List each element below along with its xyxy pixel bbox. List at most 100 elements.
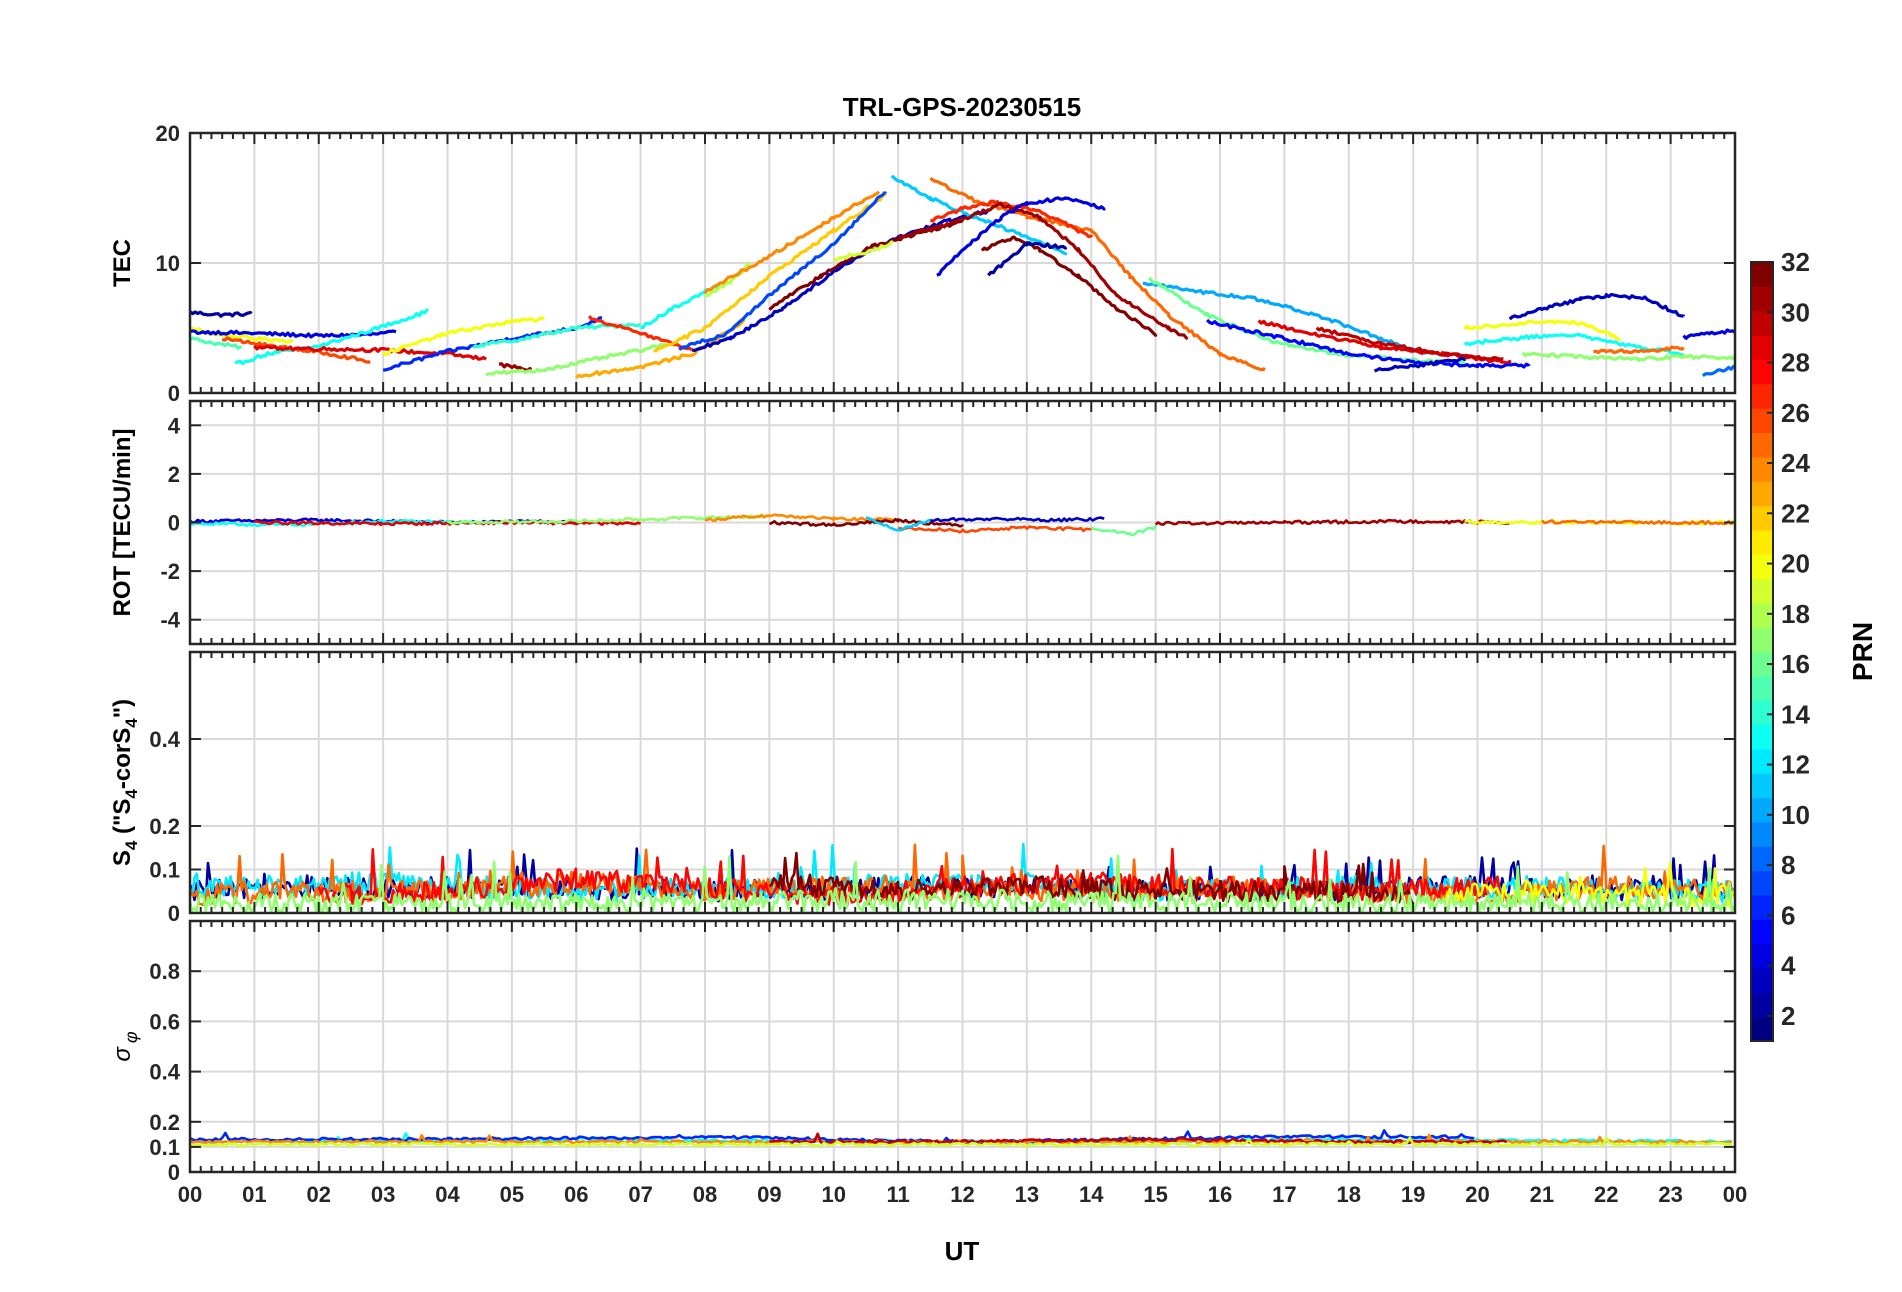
series-line-prn-5 bbox=[1205, 318, 1531, 369]
colorbar-segment bbox=[1751, 724, 1773, 750]
colorbar-segment bbox=[1751, 748, 1773, 774]
colorbar-segment bbox=[1751, 1016, 1773, 1042]
x-tick-label: 23 bbox=[1658, 1182, 1682, 1207]
series-line-prn-11 bbox=[890, 174, 1068, 256]
colorbar-segment bbox=[1751, 481, 1773, 507]
series-line-prn-16 bbox=[1147, 276, 1467, 366]
y-tick-label: 20 bbox=[156, 121, 180, 146]
colorbar-segment bbox=[1751, 335, 1773, 360]
series-line-prn-17 bbox=[190, 854, 1735, 913]
colorbar-segment bbox=[1751, 578, 1773, 604]
x-tick-label: 18 bbox=[1337, 1182, 1361, 1207]
series-line-prn-3 bbox=[691, 208, 990, 352]
y-tick-label: 2 bbox=[168, 462, 180, 487]
series-line-prn-26 bbox=[897, 525, 1093, 534]
colorbar-segment bbox=[1751, 894, 1773, 920]
colorbar-segment bbox=[1751, 700, 1773, 726]
series-line-prn-20 bbox=[1444, 861, 1735, 908]
colorbar-segment bbox=[1751, 408, 1773, 434]
series-group bbox=[190, 174, 1735, 379]
colorbar-segment bbox=[1751, 456, 1773, 482]
panel-tec: 0 10 20 TEC bbox=[109, 121, 1737, 406]
series-line-prn-4 bbox=[190, 329, 397, 339]
series-group bbox=[190, 513, 1735, 537]
colorbar-tick-label: 8 bbox=[1781, 850, 1795, 880]
series-line-prn-22 bbox=[653, 192, 887, 353]
y-axis-label-tec: TEC bbox=[109, 239, 136, 287]
y-axis-label-rot: ROT [TECU/min] bbox=[109, 429, 136, 617]
y-axis-label-part: ("S bbox=[109, 799, 136, 841]
y-tick-label: 0 bbox=[168, 1160, 180, 1185]
colorbar-segment bbox=[1751, 943, 1773, 969]
colorbar-tick-label: 24 bbox=[1781, 448, 1810, 478]
x-tick-label: 17 bbox=[1272, 1182, 1296, 1207]
y-axis-label-part: ") bbox=[109, 699, 136, 718]
series-line-prn-20 bbox=[382, 316, 545, 357]
series-line-prn-31 bbox=[1154, 518, 1511, 526]
y-axis-label-part: S bbox=[109, 850, 136, 866]
series-line-prn-11 bbox=[865, 516, 931, 532]
series-line-prn-27 bbox=[930, 199, 1093, 239]
series-group bbox=[190, 1129, 1733, 1148]
series-group bbox=[190, 842, 1735, 913]
x-tick-label: 10 bbox=[822, 1182, 846, 1207]
x-tick-label: 04 bbox=[435, 1182, 460, 1207]
series-line-prn-13 bbox=[234, 308, 430, 366]
colorbar-segment bbox=[1751, 967, 1773, 993]
series-line-prn-3 bbox=[929, 516, 1105, 523]
series-line-prn-15 bbox=[190, 336, 243, 350]
series-line-prn-4 bbox=[936, 196, 1106, 277]
colorbar-segment bbox=[1751, 602, 1773, 628]
colorbar-segment bbox=[1751, 432, 1773, 458]
series-line-prn-8 bbox=[1701, 364, 1735, 378]
colorbar-segment bbox=[1751, 675, 1773, 701]
y-tick-label: 0.4 bbox=[149, 1060, 180, 1085]
colorbar-tick-label: 14 bbox=[1781, 699, 1810, 729]
y-axis-label-part: σ bbox=[109, 1046, 136, 1062]
x-tick-label: 05 bbox=[500, 1182, 524, 1207]
y-axis-label-part: -corS bbox=[109, 728, 136, 789]
colorbar-tick-label: 22 bbox=[1781, 498, 1810, 528]
x-tick-label: 22 bbox=[1594, 1182, 1618, 1207]
colorbar-tick-label: 6 bbox=[1781, 900, 1795, 930]
series-line-prn-32 bbox=[768, 517, 964, 528]
colorbar-segment bbox=[1751, 310, 1773, 336]
series-line-prn-29 bbox=[253, 344, 487, 361]
colorbar-tick-label: 16 bbox=[1781, 649, 1810, 679]
series-line-prn-3 bbox=[1373, 356, 1467, 373]
colorbar-tick-label: 20 bbox=[1781, 549, 1810, 579]
x-tick-label: 19 bbox=[1401, 1182, 1425, 1207]
series-line-prn-23 bbox=[575, 318, 746, 379]
series-line-prn-19 bbox=[190, 1136, 1733, 1148]
x-axis-label: UT bbox=[945, 1236, 980, 1266]
series-line-prn-31 bbox=[897, 201, 1189, 340]
y-tick-label: 10 bbox=[156, 251, 180, 276]
series-line-prn-30 bbox=[1315, 326, 1504, 361]
y-tick-label: 0 bbox=[168, 511, 180, 536]
colorbar-tick-label: 2 bbox=[1781, 1001, 1795, 1031]
x-tick-label: 02 bbox=[307, 1182, 331, 1207]
y-axis-label-part: 4 bbox=[122, 789, 141, 799]
x-tick-label: 21 bbox=[1530, 1182, 1554, 1207]
colorbar-tick-label: 12 bbox=[1781, 750, 1810, 780]
colorbar-segment bbox=[1751, 554, 1773, 580]
series-line-prn-27 bbox=[587, 315, 694, 352]
y-tick-label: 0.1 bbox=[149, 1135, 180, 1160]
y-tick-label: -2 bbox=[160, 559, 180, 584]
y-axis-label-part: 4 bbox=[122, 718, 141, 728]
series-line-prn-32 bbox=[980, 235, 1158, 337]
colorbar-tick-label: 30 bbox=[1781, 297, 1810, 327]
x-tick-label: 00 bbox=[178, 1182, 202, 1207]
y-tick-label: 0.6 bbox=[149, 1009, 180, 1034]
series-line-prn-29 bbox=[254, 519, 642, 527]
y-axis-label-part: 4 bbox=[122, 840, 141, 850]
series-line-prn-3 bbox=[1508, 292, 1686, 321]
chart-title: TRL-GPS-20230515 bbox=[843, 92, 1081, 122]
y-tick-label: 0.8 bbox=[149, 959, 180, 984]
series-line-prn-2 bbox=[190, 310, 253, 318]
y-axis-label-part: φ bbox=[121, 1031, 141, 1043]
series-line-prn-2 bbox=[987, 241, 1068, 277]
